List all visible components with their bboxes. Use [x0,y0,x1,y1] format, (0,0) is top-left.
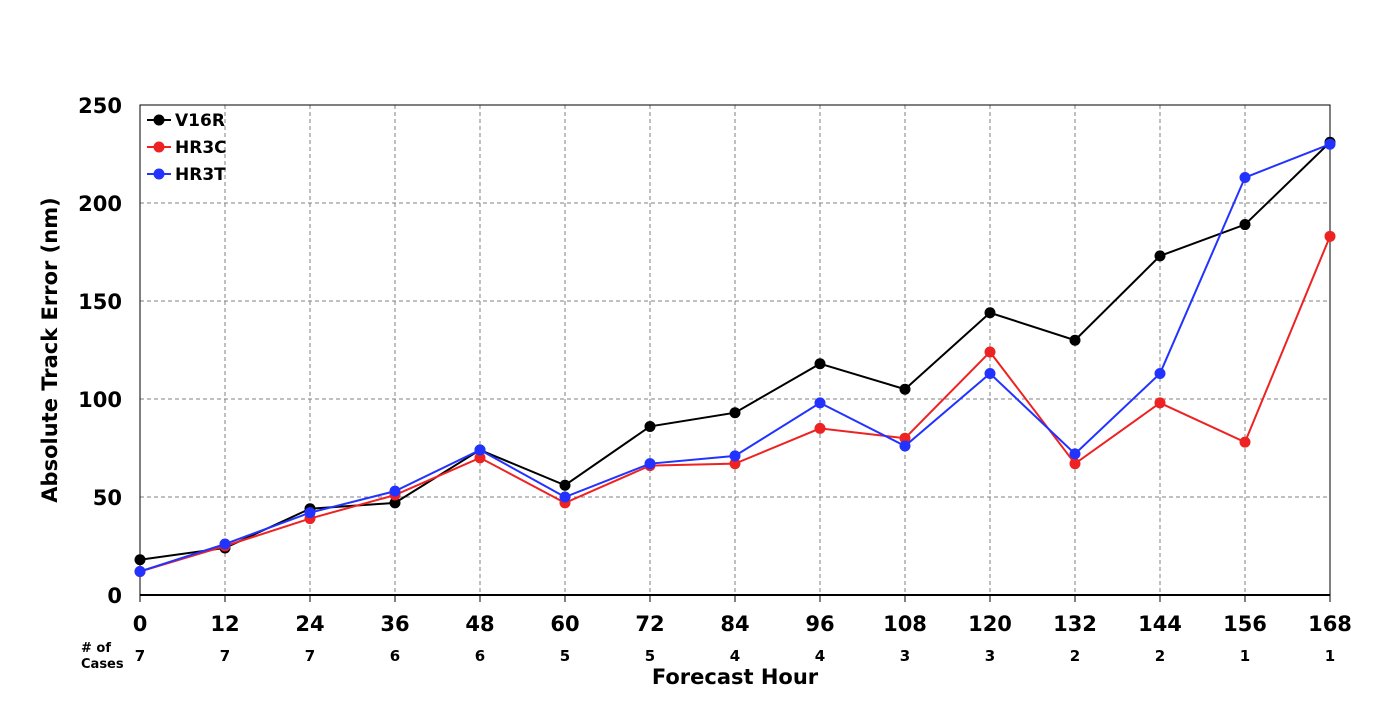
data-point-hr3t [1324,138,1336,150]
x-tick-label: 144 [1138,612,1182,636]
x-tick-label: 12 [210,612,239,636]
x-tick-label: 108 [883,612,927,636]
data-point-hr3c [1154,397,1166,409]
data-point-hr3t [984,368,996,380]
y-tick-label: 0 [107,584,122,608]
data-point-v16r [559,479,571,491]
data-point-hr3t [474,444,486,456]
data-point-hr3c [984,346,996,358]
data-point-v16r [899,383,911,395]
data-point-hr3t [729,450,741,462]
legend-label-hr3t: HR3T [175,165,226,185]
data-point-hr3c [1069,458,1081,470]
x-tick-label: 156 [1223,612,1267,636]
case-count-label: 2 [1155,647,1165,665]
case-count-label: 5 [645,647,655,665]
case-count-label: 7 [220,647,230,665]
axes [139,104,1331,602]
case-count-label: 3 [900,647,910,665]
x-tick-label: 84 [720,612,749,636]
data-point-hr3c [474,452,486,464]
x-axis-title: Forecast Hour [652,665,819,689]
y-tick-label: 100 [78,388,122,412]
data-point-hr3c [899,432,911,444]
x-tick-label: 48 [465,612,494,636]
legend-swatch-marker-hr3c [153,141,165,153]
data-point-v16r [814,358,826,370]
data-point-v16r [134,554,146,566]
case-count-label: 6 [475,647,485,665]
x-tick-label: 96 [805,612,834,636]
legend-swatch-marker-v16r [153,114,165,126]
x-tick-label: 60 [550,612,579,636]
x-tick-label: 168 [1308,612,1352,636]
y-tick-label: 200 [78,192,122,216]
data-point-hr3c [729,458,741,470]
data-point-hr3t [134,565,146,577]
data-point-hr3t [899,440,911,452]
case-count-label: 7 [135,647,145,665]
x-tick-label: 132 [1053,612,1097,636]
data-point-v16r [984,307,996,319]
case-count-label: 4 [730,647,740,665]
data-point-hr3c [1324,230,1336,242]
x-tick-label: 0 [133,612,148,636]
data-point-hr3t [389,485,401,497]
x-tick-label: 24 [295,612,324,636]
case-count-label: 3 [985,647,995,665]
data-point-hr3t [1239,172,1251,184]
legend-label-hr3c: HR3C [175,138,227,158]
case-count-label: 6 [390,647,400,665]
data-point-hr3c [814,422,826,434]
case-count-label: 7 [305,647,315,665]
x-tick-label: 36 [380,612,409,636]
data-point-hr3t [644,458,656,470]
data-point-v16r [1239,219,1251,231]
data-point-hr3t [304,507,316,519]
case-count-label: 4 [815,647,825,665]
data-point-v16r [729,407,741,419]
grid [140,105,1330,595]
data-point-v16r [1154,250,1166,262]
y-axis-title: Absolute Track Error (nm) [38,197,62,502]
series-group [134,136,1336,577]
case-count-label: 1 [1325,647,1335,665]
cases-title-line1: # of [81,641,111,656]
legend: V16R HR3C HR3T [147,111,227,185]
y-tick-label: 250 [78,94,122,118]
y-tick-label: 50 [93,486,122,510]
data-point-hr3t [559,491,571,503]
data-point-hr3c [1239,436,1251,448]
case-count-label: 2 [1070,647,1080,665]
data-point-hr3t [814,397,826,409]
legend-swatch-marker-hr3t [153,168,165,180]
x-tick-label: 72 [635,612,664,636]
data-point-hr3t [1069,448,1081,460]
legend-label-v16r: V16R [175,111,225,131]
x-tick-label: 120 [968,612,1012,636]
case-count-label: 5 [560,647,570,665]
data-point-v16r [389,497,401,509]
data-point-v16r [644,420,656,432]
cases-title-line2: Cases [81,657,124,672]
data-point-hr3t [1154,368,1166,380]
tick-labels: 0501001502002500712724736648660572584496… [78,94,1352,665]
case-count-label: 1 [1240,647,1250,665]
data-point-v16r [1069,334,1081,346]
y-tick-label: 150 [78,290,122,314]
data-point-hr3t [219,538,231,550]
